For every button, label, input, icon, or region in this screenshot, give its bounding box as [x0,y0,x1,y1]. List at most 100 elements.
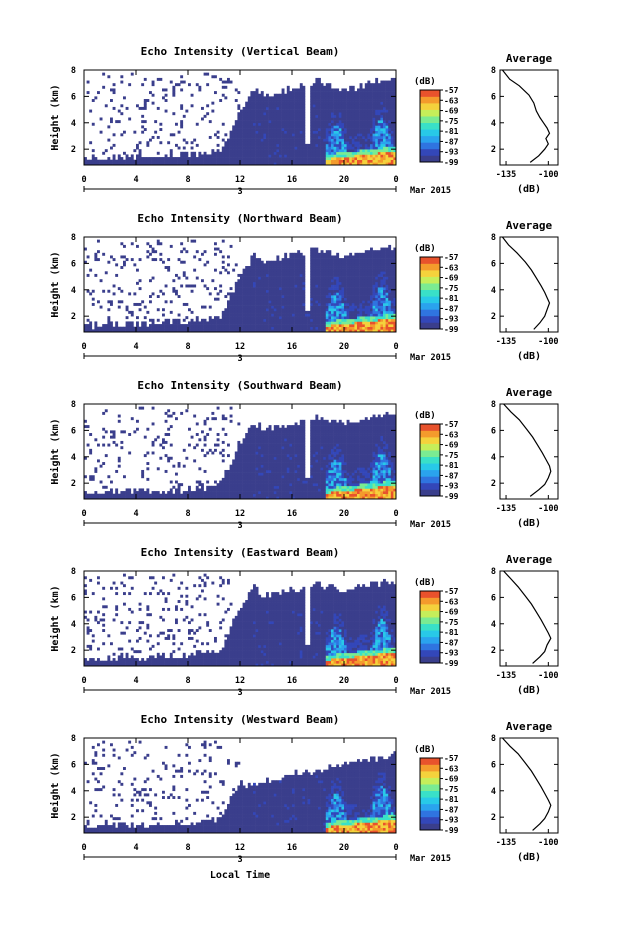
heatmap-cell [130,162,134,166]
heatmap-cell [383,305,386,309]
heatmap-cell [232,316,236,320]
heatmap-cell [377,96,381,100]
heatmap-cell [120,289,124,293]
heatmap-cell [242,271,246,275]
heatmap-cell [297,284,301,288]
heatmap-cell [156,77,160,81]
heatmap-cell [325,313,329,317]
heatmap-cell [185,151,189,155]
heatmap-cell [323,146,327,150]
heatmap-cell [377,273,381,277]
heatmap-cell [375,154,379,158]
heatmap-cell [286,149,290,153]
heatmap-cell [333,321,337,325]
heatmap-cell [227,141,230,145]
heatmap-cell [364,281,368,285]
heatmap-cell [292,101,295,105]
heatmap-cell [320,120,324,124]
heatmap-cell [383,316,386,320]
heatmap-cell [383,135,386,139]
heatmap-cell [247,266,251,269]
heatmap-cell [240,329,243,333]
heatmap-cell [312,252,316,256]
heatmap-cell [351,324,355,328]
heatmap-cell [349,302,353,306]
heatmap-cell [268,300,272,304]
heatmap-cell [112,143,116,147]
heatmap-cell [175,329,178,333]
heatmap-cell [359,266,363,269]
heatmap-cell [344,255,347,259]
heatmap-cell [359,329,363,333]
heatmap-cell [224,321,228,325]
heatmap-cell [323,252,327,256]
heatmap-cell [312,146,316,150]
heatmap-cell [297,141,301,145]
heatmap-cell [193,321,197,325]
heatmap-cell [242,130,246,134]
heatmap-cell [255,321,259,325]
heatmap-cell [297,104,301,108]
heatmap-cell [237,130,241,134]
heatmap-cell [198,321,202,325]
heatmap-cell [323,284,327,288]
heatmap-cell [193,414,197,418]
heatmap-cell [315,260,319,264]
heatmap-cell [234,162,238,166]
heatmap-cell [198,154,202,158]
heatmap-cell [89,141,93,145]
heatmap-cell [234,483,238,487]
heatmap-cell [201,329,204,333]
heatmap-cell [276,149,280,153]
heatmap-cell [268,263,272,267]
heatmap-cell [195,480,199,484]
heatmap-cell [281,271,285,275]
heatmap-cell [297,96,301,100]
heatmap-cell [245,279,249,283]
heatmap-cell [341,114,345,118]
heatmap-cell [268,289,272,293]
heatmap-cell [206,287,210,291]
heatmap-cell [224,491,228,495]
heatmap-cell [299,255,303,259]
heatmap-cell [182,157,186,161]
heatmap-cell [154,159,158,163]
heatmap-cell [372,302,376,306]
heatmap-cell [120,133,124,137]
heatmap-cell [266,276,269,280]
heatmap-cell [292,117,295,121]
heatmap-cell [346,310,350,314]
heatmap-cell [299,99,303,102]
heatmap-cell [357,258,360,262]
heatmap-cell [117,419,121,423]
heatmap-cell [175,83,178,87]
heatmap-cell [349,159,353,163]
heatmap-cell [232,135,236,139]
heatmap-cell [99,464,103,468]
heatmap-cell [279,292,282,296]
heatmap-cell [331,122,334,126]
heatmap-cell [146,491,150,495]
heatmap-cell [349,329,353,333]
heatmap-cell [370,83,373,87]
heatmap-cell [258,141,262,145]
heatmap-cell [338,149,342,153]
heatmap-cell [312,85,316,89]
heatmap-cell [242,162,246,166]
heatmap-cell [359,276,363,280]
heatmap-cell [232,464,236,468]
heatmap-cell [247,313,251,317]
heatmap-cell [328,93,332,97]
heatmap-cell [271,305,275,309]
heatmap-cell [284,130,288,134]
heatmap-cell [370,162,373,166]
heatmap-cell [299,284,303,288]
heatmap-cell [297,101,301,105]
heatmap-cell [185,302,189,306]
heatmap-cell [208,493,212,497]
heatmap-cell [367,292,371,296]
heatmap-cell [175,488,178,492]
heatmap-cell [97,493,100,497]
heatmap-cell [325,268,329,272]
heatmap-cell [102,427,106,431]
